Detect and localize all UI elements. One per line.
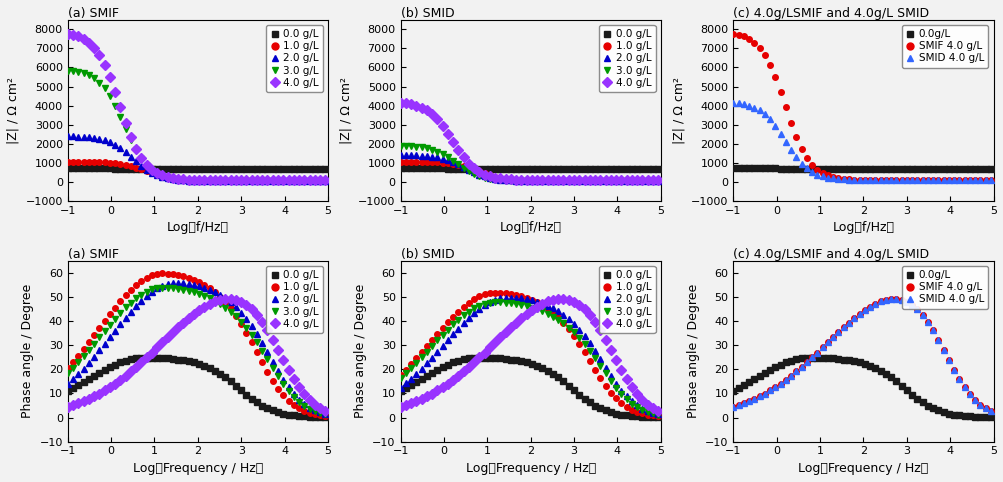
X-axis label: Log（f/Hz）: Log（f/Hz） — [499, 221, 561, 234]
Text: (a) SMIF: (a) SMIF — [67, 7, 118, 20]
Legend: 0.0 g/L, 1.0 g/L, 2.0 g/L, 3.0 g/L, 4.0 g/L: 0.0 g/L, 1.0 g/L, 2.0 g/L, 3.0 g/L, 4.0 … — [266, 266, 322, 333]
Text: (b) SMID: (b) SMID — [400, 248, 453, 261]
Text: (c) 4.0g/LSMIF and 4.0g/L SMID: (c) 4.0g/LSMIF and 4.0g/L SMID — [732, 7, 929, 20]
Y-axis label: |Z| / Ω cm²: |Z| / Ω cm² — [7, 77, 20, 144]
Y-axis label: |Z| / Ω cm²: |Z| / Ω cm² — [672, 77, 685, 144]
Legend: 0.0g/L, SMIF 4.0 g/L, SMID 4.0 g/L: 0.0g/L, SMIF 4.0 g/L, SMID 4.0 g/L — [902, 266, 987, 308]
Y-axis label: Phase angle / Degree: Phase angle / Degree — [353, 284, 366, 418]
X-axis label: Log（Frequency / Hz）: Log（Frequency / Hz） — [797, 462, 928, 475]
X-axis label: Log（f/Hz）: Log（f/Hz） — [166, 221, 229, 234]
Text: (b) SMID: (b) SMID — [400, 7, 453, 20]
Legend: 0.0 g/L, 1.0 g/L, 2.0 g/L, 3.0 g/L, 4.0 g/L: 0.0 g/L, 1.0 g/L, 2.0 g/L, 3.0 g/L, 4.0 … — [599, 266, 655, 333]
Y-axis label: |Z| / Ω cm²: |Z| / Ω cm² — [339, 77, 352, 144]
X-axis label: Log（Frequency / Hz）: Log（Frequency / Hz） — [465, 462, 595, 475]
Legend: 0.0 g/L, 1.0 g/L, 2.0 g/L, 3.0 g/L, 4.0 g/L: 0.0 g/L, 1.0 g/L, 2.0 g/L, 3.0 g/L, 4.0 … — [599, 25, 655, 92]
Legend: 0.0 g/L, 1.0 g/L, 2.0 g/L, 3.0 g/L, 4.0 g/L: 0.0 g/L, 1.0 g/L, 2.0 g/L, 3.0 g/L, 4.0 … — [266, 25, 322, 92]
X-axis label: Log（f/Hz）: Log（f/Hz） — [831, 221, 894, 234]
Text: (a) SMIF: (a) SMIF — [67, 248, 118, 261]
Text: (c) 4.0g/LSMIF and 4.0g/L SMID: (c) 4.0g/LSMIF and 4.0g/L SMID — [732, 248, 929, 261]
X-axis label: Log（Frequency / Hz）: Log（Frequency / Hz） — [132, 462, 263, 475]
Legend: 0.0g/L, SMIF 4.0 g/L, SMID 4.0 g/L: 0.0g/L, SMIF 4.0 g/L, SMID 4.0 g/L — [902, 25, 987, 67]
Y-axis label: Phase angle / Degree: Phase angle / Degree — [21, 284, 34, 418]
Y-axis label: Phase angle / Degree: Phase angle / Degree — [686, 284, 699, 418]
